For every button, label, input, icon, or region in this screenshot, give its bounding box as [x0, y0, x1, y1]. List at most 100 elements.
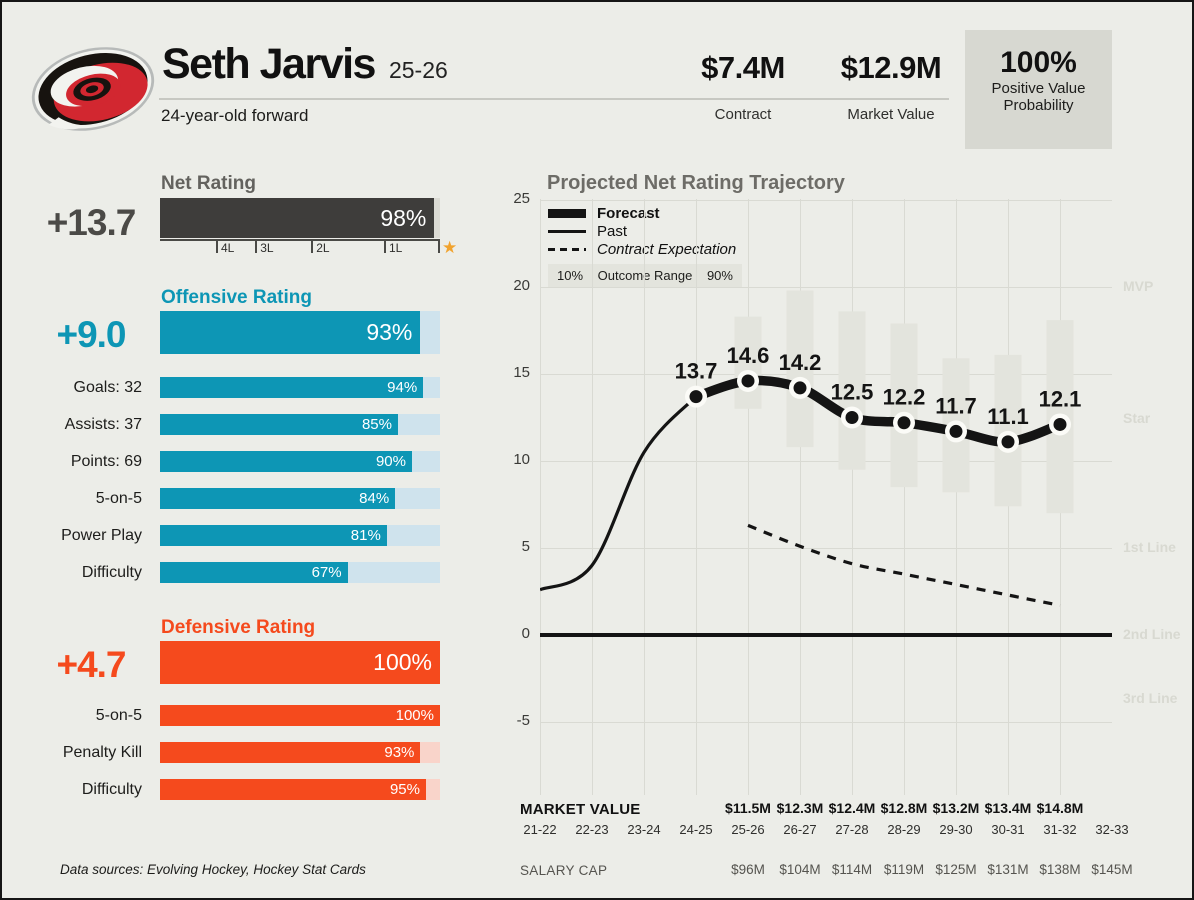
- offensive-rating-title: Offensive Rating: [161, 287, 312, 308]
- contract-value: $7.4M: [701, 50, 785, 85]
- tier-label: 1st Line: [1123, 539, 1176, 555]
- stat-percentile: 90%: [375, 453, 406, 470]
- market-value-cell: $12.4M: [828, 800, 876, 816]
- salary-cap-cell: $114M: [831, 862, 873, 877]
- offensive-rating-percentile: 93%: [366, 319, 413, 345]
- season-label: 28-29: [887, 822, 921, 837]
- y-axis-label: 25: [513, 190, 530, 207]
- stat-row: Points: 69 90%: [2, 451, 440, 472]
- probability-label-line2: Probability: [1003, 97, 1074, 114]
- market-value-label: Market Value: [847, 106, 935, 123]
- legend-item-forecast: Forecast: [548, 205, 742, 222]
- stat-bar-fill: 90%: [160, 451, 412, 472]
- stat-label: Points: 69: [70, 453, 142, 470]
- legend-past-label: Past: [597, 223, 628, 240]
- tier-label: 3rd Line: [1123, 690, 1178, 707]
- y-axis-label: 15: [513, 364, 530, 381]
- team-logo-hurricanes-icon: [31, 47, 155, 131]
- tier-tick-label: 2L: [316, 241, 330, 255]
- market-value-cell: $13.2M: [932, 800, 980, 816]
- stat-label: Assists: 37: [64, 416, 142, 433]
- positive-value-probability-box: 100% Positive Value Probability: [965, 30, 1112, 149]
- season-label: 27-28: [835, 822, 869, 837]
- past-line-swatch-icon: [548, 230, 586, 233]
- season-label: 22-23: [575, 822, 609, 837]
- y-axis-label: 20: [513, 277, 530, 294]
- offensive-rating-bar-fill: 93%: [160, 311, 421, 354]
- offensive-rating-bar: 93%: [160, 311, 440, 354]
- y-axis-label: 10: [513, 451, 530, 468]
- defensive-rating-percentile: 100%: [373, 649, 432, 675]
- stat-percentile: 93%: [384, 744, 415, 761]
- tier-tick: [311, 241, 314, 253]
- forecast-point: [897, 416, 911, 430]
- forecast-point-label: 12.5: [831, 380, 874, 405]
- past-line: [539, 395, 698, 592]
- outcome-range-low: 10%: [557, 268, 584, 283]
- forecast-point-label: 14.6: [727, 343, 770, 368]
- trajectory-plot: 13.7 14.6 14.2 12.5 12.2 11.7 11.1 12.1: [539, 199, 1113, 795]
- forecast-point-label: 14.2: [779, 350, 822, 375]
- net-rating-title: Net Rating: [161, 173, 256, 194]
- forecast-point-label: 11.1: [987, 404, 1029, 429]
- forecast-line-swatch-icon: [548, 209, 586, 218]
- outcome-range-bar: [734, 316, 762, 409]
- tier-tick-end: [438, 241, 440, 253]
- stat-bar-track: 85%: [160, 414, 440, 435]
- tier-tick-label: 4L: [221, 241, 235, 255]
- stat-bar-fill: 100%: [160, 705, 440, 726]
- stat-bar-track: 81%: [160, 525, 440, 546]
- stat-percentile: 84%: [359, 490, 390, 507]
- stat-bar-track: 93%: [160, 742, 440, 763]
- player-name: Seth Jarvis: [162, 40, 376, 88]
- player-subtitle: 24-year-old forward: [161, 106, 309, 125]
- stat-row: Difficulty 95%: [2, 779, 440, 800]
- salary-cap-cell: $131M: [987, 862, 1029, 877]
- tier-tick-label: 1L: [389, 241, 403, 255]
- stat-label: Goals: 32: [73, 379, 142, 396]
- season-label: 21-22: [523, 822, 557, 837]
- market-value: $12.9M: [840, 50, 942, 85]
- stat-label: Difficulty: [81, 781, 142, 798]
- salary-cap-cell: $125M: [935, 862, 977, 877]
- season-label: 23-24: [627, 822, 661, 837]
- star-icon: ★: [442, 238, 458, 257]
- stat-bar-track: 84%: [160, 488, 440, 509]
- season-label: 25-26: [731, 822, 765, 837]
- probability-value: 100%: [1000, 46, 1077, 79]
- market-value-cell: $12.3M: [776, 800, 824, 816]
- season-label: 30-31: [991, 822, 1025, 837]
- net-rating-tier-axis: ★ 4L 3L 2L 1L: [160, 239, 457, 257]
- net-rating-value: +13.7: [46, 202, 137, 243]
- net-rating-bar-fill: 98%: [160, 198, 435, 238]
- stat-row: Goals: 32 94%: [2, 377, 440, 398]
- stat-row: Assists: 37 85%: [2, 414, 440, 435]
- season-label: 24-25: [679, 822, 713, 837]
- stat-percentile: 95%: [389, 781, 420, 798]
- defensive-rating-bar-fill: 100%: [160, 641, 440, 684]
- net-rating-percentile: 98%: [380, 204, 427, 231]
- stat-bar-track: 94%: [160, 377, 440, 398]
- market-value-cell: $13.4M: [984, 800, 1032, 816]
- tier-tick-label: 3L: [260, 241, 274, 255]
- outcome-range-bar: [786, 290, 814, 448]
- salary-cap-cell: $96M: [731, 862, 765, 877]
- salary-cap-cell: $138M: [1039, 862, 1081, 877]
- dashed-line-swatch-icon: [548, 247, 586, 252]
- stat-row: Difficulty 67%: [2, 562, 440, 583]
- forecast-point-label: 12.1: [1039, 387, 1082, 412]
- forecast-point: [1053, 417, 1067, 431]
- stat-bar-fill: 93%: [160, 742, 421, 763]
- stat-label: 5-on-5: [95, 490, 142, 507]
- chart-title: Projected Net Rating Trajectory: [547, 172, 845, 194]
- market-value-cell: $11.5M: [725, 800, 771, 816]
- season-label: 29-30: [939, 822, 973, 837]
- contract-expectation-line: [747, 523, 1061, 607]
- forecast-point-label: 12.2: [883, 385, 926, 410]
- salary-cap-cell: $119M: [883, 862, 925, 877]
- stat-bar-fill: 84%: [160, 488, 396, 509]
- forecast-point: [689, 390, 703, 404]
- stat-percentile: 94%: [387, 379, 418, 396]
- legend-item-past: Past: [548, 223, 742, 240]
